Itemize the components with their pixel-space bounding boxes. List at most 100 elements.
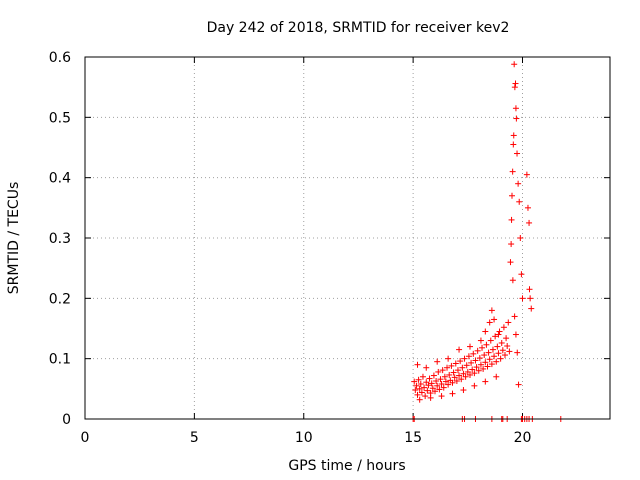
tick-labels: 0 5 10 15 20 0 0.1 0.2 0.3 0.4 0.5 0.6 <box>49 50 532 446</box>
data-point <box>504 342 511 349</box>
data-point <box>484 363 491 370</box>
data-point <box>469 366 476 373</box>
data-point <box>488 307 495 314</box>
data-point <box>446 371 453 378</box>
data-point <box>474 347 481 354</box>
data-point <box>514 349 521 356</box>
data-point <box>413 382 420 389</box>
data-point <box>492 333 499 340</box>
data-point <box>422 393 429 400</box>
grid <box>85 57 610 419</box>
data-point <box>502 352 508 359</box>
y-tick-label: 0 <box>62 412 71 428</box>
y-tick-label: 0.1 <box>49 352 71 368</box>
data-point <box>427 394 434 401</box>
data-point <box>523 171 530 178</box>
data-point <box>459 364 466 371</box>
data-point <box>496 328 503 335</box>
data-point <box>444 364 451 371</box>
x-tick-label: 10 <box>295 430 313 446</box>
data-point <box>464 368 471 375</box>
data-point <box>482 378 489 385</box>
data-point <box>428 380 435 387</box>
data-point <box>518 271 525 278</box>
data-point <box>411 378 418 385</box>
data-point <box>512 105 519 112</box>
data-point <box>493 373 500 380</box>
data-point <box>499 347 506 354</box>
data-point <box>516 198 523 205</box>
data-point <box>482 359 489 366</box>
data-point <box>457 358 464 365</box>
data-point <box>485 349 492 356</box>
y-tick-label: 0.4 <box>49 171 71 187</box>
data-point <box>519 295 526 302</box>
data-point <box>425 382 432 389</box>
data-point <box>452 360 459 367</box>
data-point <box>507 259 514 266</box>
data-point <box>454 367 461 374</box>
data-point <box>497 355 504 362</box>
data-point <box>481 352 488 359</box>
data-point <box>450 369 457 376</box>
data-point <box>477 361 484 368</box>
data-point <box>423 379 430 386</box>
data-point <box>509 192 515 199</box>
data-point <box>414 391 421 398</box>
data-point <box>471 382 478 389</box>
data-point <box>449 390 456 397</box>
data-point <box>416 385 423 392</box>
data-point <box>526 286 533 293</box>
data-point <box>498 339 505 346</box>
data-point <box>527 295 534 302</box>
data-point <box>480 365 487 372</box>
data-point <box>423 364 430 371</box>
axis-ticks <box>84 56 610 420</box>
data-point <box>467 371 473 378</box>
data-point <box>460 387 467 394</box>
data-point <box>473 364 480 371</box>
data-point <box>475 367 482 374</box>
data-point <box>451 374 458 381</box>
data-point <box>482 328 489 335</box>
data-point <box>438 393 445 400</box>
data-point <box>445 381 452 388</box>
data-point <box>510 141 517 148</box>
data-point <box>511 313 518 320</box>
data-point <box>467 343 473 350</box>
plot-frame <box>84 56 611 420</box>
data-point <box>434 358 441 365</box>
data-point <box>414 361 421 368</box>
chart-title: Day 242 of 2018, SRMTID for receiver kev… <box>207 20 510 36</box>
data-point <box>508 216 515 223</box>
data-point <box>503 335 510 342</box>
data-point <box>509 277 516 284</box>
data-point <box>493 358 500 365</box>
data-point <box>435 368 442 375</box>
data-point <box>491 353 498 360</box>
data-point <box>461 355 468 362</box>
data-point <box>471 370 478 377</box>
data-point <box>510 132 517 139</box>
data-point <box>441 373 448 380</box>
data-point <box>487 337 494 344</box>
data-point <box>453 377 460 384</box>
data-point <box>440 384 447 391</box>
data-point <box>500 324 507 331</box>
data-point <box>526 219 533 226</box>
data-point <box>419 373 426 380</box>
data-point <box>470 350 477 357</box>
x-tick-label: 20 <box>514 430 532 446</box>
x-tick-label: 0 <box>81 430 90 446</box>
data-point <box>445 355 452 362</box>
data-point <box>433 377 440 384</box>
data-point <box>489 346 496 353</box>
data-point <box>436 386 443 393</box>
data-point <box>511 84 518 91</box>
x-tick-label: 15 <box>404 430 422 446</box>
data-point <box>476 355 483 362</box>
data-point <box>417 381 424 388</box>
y-tick-label: 0.2 <box>49 291 71 307</box>
data-point <box>448 362 455 369</box>
